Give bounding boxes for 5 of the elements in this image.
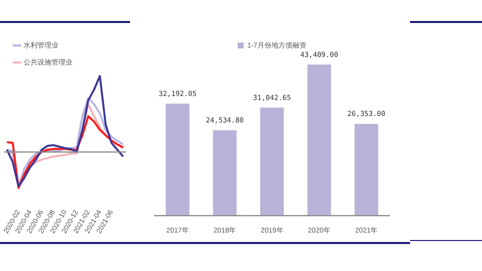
bar bbox=[307, 64, 331, 216]
bar bbox=[354, 124, 378, 216]
bar bbox=[166, 104, 190, 216]
bar bbox=[213, 130, 237, 216]
bar bbox=[260, 108, 284, 216]
